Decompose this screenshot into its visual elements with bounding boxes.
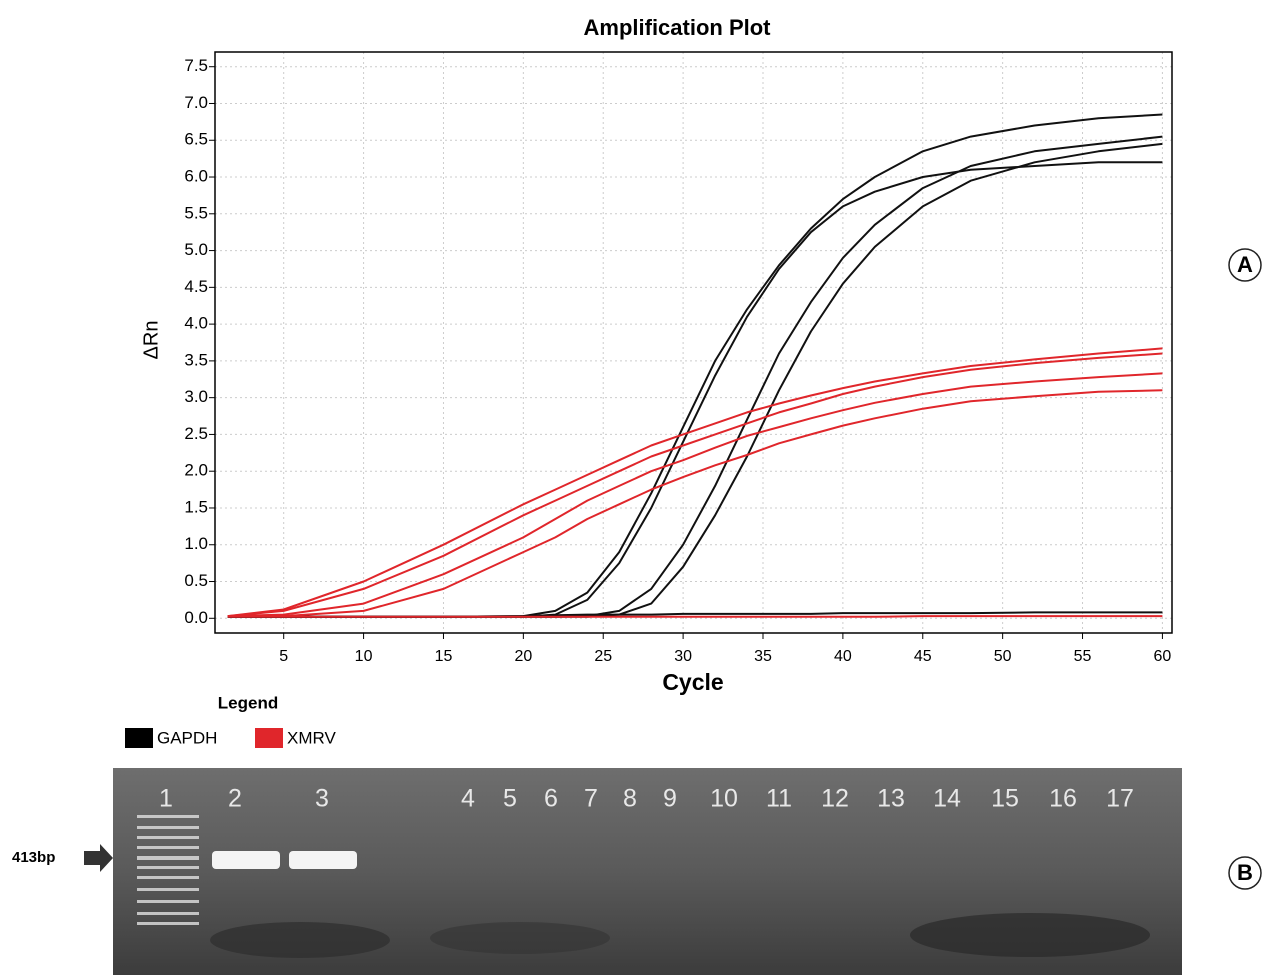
panel-circle	[1228, 856, 1262, 890]
panel-label: A	[1237, 252, 1253, 277]
lane-label: 5	[503, 785, 517, 813]
lane-label: 7	[584, 785, 598, 813]
line-series	[227, 352, 1163, 618]
legend-label: XMRV	[287, 728, 336, 747]
line-series	[227, 389, 1163, 618]
legend-swatch	[125, 728, 153, 748]
panel-label: B	[1237, 860, 1253, 885]
x-axis-label: Cycle	[662, 669, 723, 695]
x-tick-label: 15	[435, 648, 453, 665]
lane-label: 2	[228, 785, 242, 813]
ladder-band	[137, 866, 199, 869]
x-tick-label: 25	[594, 648, 612, 665]
y-tick-label: 3.5	[184, 350, 208, 369]
y-tick-label: 2.0	[184, 461, 208, 480]
x-tick-label: 55	[1074, 648, 1092, 665]
y-tick-label: 3.0	[184, 387, 208, 406]
x-tick-label: 40	[834, 648, 852, 665]
x-tick-label: 30	[674, 648, 692, 665]
ladder-band	[137, 815, 199, 818]
lane-label: 16	[1049, 785, 1077, 813]
line-series	[227, 347, 1163, 618]
legend: GAPDH XMRV	[125, 728, 336, 748]
lane-label: 11	[766, 785, 792, 813]
x-tick-label: 5	[279, 648, 288, 665]
x-tick-label: 50	[994, 648, 1012, 665]
ladder-band	[137, 836, 199, 839]
gel-band	[289, 851, 357, 869]
gel-band	[212, 851, 280, 869]
ladder-band	[137, 856, 199, 860]
y-tick-label: 4.5	[184, 277, 208, 296]
lane-label: 12	[821, 785, 849, 813]
lane-label: 10	[710, 785, 738, 813]
y-tick-label: 5.5	[184, 203, 208, 222]
ladder-band	[137, 876, 199, 879]
legend-label: GAPDH	[157, 728, 217, 747]
x-tick-label: 10	[355, 648, 373, 665]
plot-area: 5 10 15 20 25 30 35 40 45 50 55 60 0.0 0.5 1.0 1.5 2.0 2.…	[184, 51, 1173, 665]
lane-label: 8	[623, 785, 637, 813]
gel-smear	[430, 922, 610, 954]
lane-label: 14	[933, 785, 961, 813]
plot-frame	[214, 51, 1173, 634]
line-series	[227, 113, 1163, 618]
x-tick-label: 20	[514, 648, 532, 665]
lane-label: 4	[461, 785, 475, 813]
lane-label: 9	[663, 785, 677, 813]
ladder-band	[137, 826, 199, 829]
marker-arrow	[84, 844, 113, 872]
legend-title: Legend	[218, 693, 278, 712]
y-tick-label: 4.0	[184, 314, 208, 333]
lane-labels: 1 2 3 4 5 6 7 8 9 10 11 12 13 14 15 16 17	[159, 785, 1134, 813]
y-tick-label: 0.0	[184, 608, 208, 627]
lane-label: 6	[544, 785, 558, 813]
y-tick-label: 6.0	[184, 167, 208, 186]
line-series	[227, 142, 1163, 618]
x-tick-label: 60	[1154, 648, 1172, 665]
panel-circle	[1228, 248, 1262, 282]
legend-swatch	[255, 728, 283, 748]
gel-smear	[910, 913, 1150, 957]
lane-label: 17	[1106, 785, 1134, 813]
y-tick-label: 1.5	[184, 497, 208, 516]
y-tick-label: 0.5	[184, 571, 208, 590]
y-tick-label: 6.5	[184, 130, 208, 149]
line-series	[227, 615, 1163, 618]
y-tick-label: 1.0	[184, 534, 208, 553]
y-tick-label: 7.0	[184, 93, 208, 112]
lane-label: 3	[315, 785, 329, 813]
x-tick-label: 45	[914, 648, 932, 665]
ladder-band	[137, 922, 199, 925]
line-series	[227, 372, 1163, 618]
x-tick-label: 35	[754, 648, 772, 665]
ladder-band	[137, 888, 199, 891]
marker-label: 413bp	[12, 849, 55, 866]
ladder-band	[137, 846, 199, 849]
chart-title: Amplification Plot	[584, 15, 772, 40]
lane-label: 13	[877, 785, 905, 813]
lane-label: 15	[991, 785, 1019, 813]
y-tick-label: 7.5	[184, 56, 208, 75]
y-tick-label: 2.5	[184, 424, 208, 443]
gel-smear	[210, 922, 390, 958]
ladder-band	[137, 912, 199, 915]
ladder	[137, 815, 199, 925]
y-tick-label: 5.0	[184, 240, 208, 259]
y-axis-label: ΔRn	[140, 321, 162, 360]
lane-label: 1	[159, 785, 173, 813]
ladder-band	[137, 900, 199, 903]
